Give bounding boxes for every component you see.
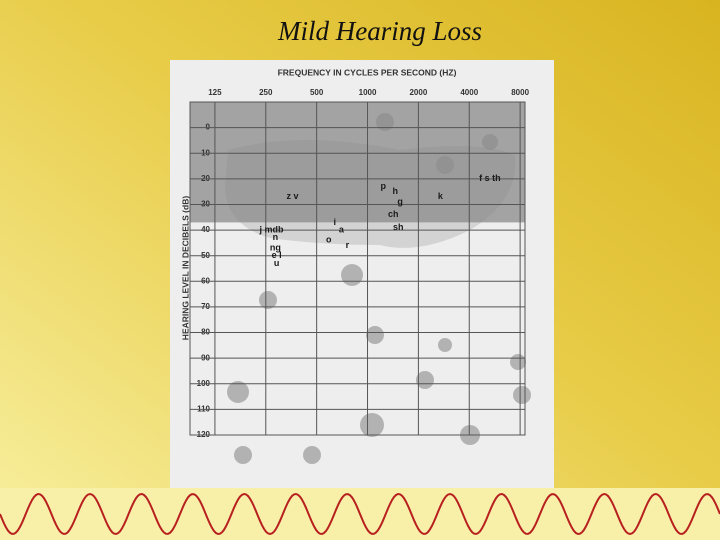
speech-sound: p <box>381 181 387 191</box>
speech-sound: sh <box>393 222 404 232</box>
speech-sound: g <box>397 196 403 206</box>
x-tick-label: 8000 <box>511 88 529 97</box>
speech-sound: j mdb <box>258 224 284 234</box>
speech-sound: ng <box>270 242 281 252</box>
speech-sound: n <box>273 232 279 242</box>
speech-sound: a <box>339 224 345 234</box>
speech-sound: z v <box>287 191 299 201</box>
y-axis-title: HEARING LEVEL IN DECIBELS (dB) <box>180 196 190 341</box>
x-tick-label: 250 <box>259 88 273 97</box>
speech-sound: f s th <box>479 173 501 183</box>
speech-sound: k <box>438 191 444 201</box>
speech-sound: i <box>334 217 337 227</box>
speech-sound: r <box>346 240 350 250</box>
speech-sound: u <box>274 258 280 268</box>
speech-sound: e l <box>272 250 282 260</box>
speech-sound: ch <box>388 209 399 219</box>
wave-decoration <box>0 492 720 536</box>
x-tick-label: 500 <box>310 88 324 97</box>
x-tick-label: 2000 <box>409 88 427 97</box>
slide-title: Mild Hearing Loss <box>277 16 482 46</box>
x-tick-label: 125 <box>208 88 222 97</box>
x-tick-label: 4000 <box>460 88 478 97</box>
x-axis-title: FREQUENCY IN CYCLES PER SECOND (HZ) <box>278 67 457 77</box>
speech-sound: o <box>326 235 332 245</box>
x-tick-label: 1000 <box>359 88 377 97</box>
speech-sound: h <box>393 186 399 196</box>
